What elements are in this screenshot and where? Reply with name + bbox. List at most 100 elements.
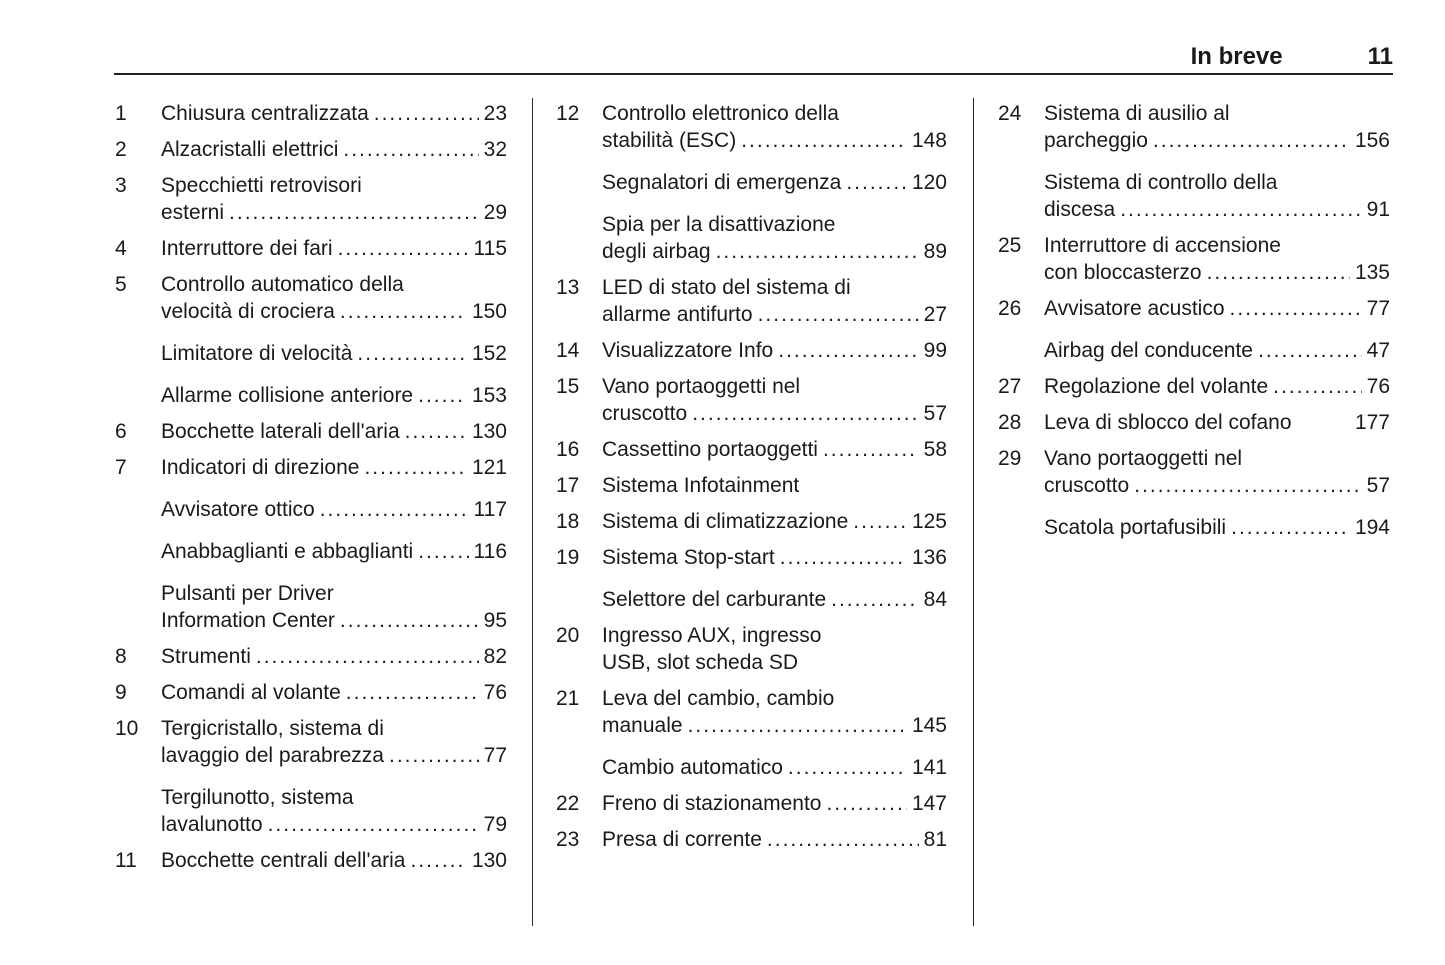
entry-body: Vano portaoggetti nel cruscotto..........…: [1044, 445, 1390, 499]
entry-number: [998, 514, 1044, 541]
entry-line-last: Scatola portafusibili...................…: [1044, 514, 1390, 541]
page-header: In breve 11: [114, 34, 1393, 70]
entry-page-ref: 58: [923, 438, 947, 461]
entry-body: Indicatori di direzione.................…: [161, 454, 507, 481]
entry-title-text: Chiusura centralizzata: [161, 102, 369, 125]
entry-number: 3: [115, 174, 127, 197]
entry-line-last: Strumenti...............................…: [161, 643, 507, 670]
header-rule: [114, 73, 1393, 75]
entry-page-ref: 89: [923, 240, 947, 263]
entry-page-ref: 120: [911, 171, 947, 194]
entry-line-last: Indicatori di direzione.................…: [161, 454, 507, 481]
toc-entry: Pulsanti per Driver Information Center...…: [115, 580, 507, 634]
entry-page-ref: 136: [911, 546, 947, 569]
toc-entry: 15 Vano portaoggetti nel cruscotto........…: [556, 373, 947, 427]
entry-page-ref: 194: [1354, 516, 1390, 539]
entry-title-text: stabilità (ESC): [602, 129, 737, 152]
dot-leader: ........................................…: [1152, 129, 1350, 152]
entry-line-last: parcheggio..............................…: [1044, 127, 1390, 154]
entry-line-last: Interruttore dei fari...................…: [161, 235, 507, 262]
entry-number: 7: [115, 456, 127, 479]
entry-body: Sistema Stop-start......................…: [602, 544, 947, 571]
entry-title-text: Avvisatore acustico: [1044, 297, 1225, 320]
entry-line-last: Allarme collisione anteriore............…: [161, 382, 507, 409]
entry-page-ref: 76: [1366, 375, 1390, 398]
entry-page-ref: 148: [911, 129, 947, 152]
entry-page-ref: 29: [483, 201, 507, 224]
toc-entry: Segnalatori di emergenza................…: [556, 169, 947, 196]
toc-entry: 12 Controllo elettronico della stabilità (…: [556, 100, 947, 154]
entry-title-text: parcheggio: [1044, 129, 1148, 152]
entry-body: LED di stato del sistema di allarme antif…: [602, 274, 947, 328]
entry-line-last: Avvisatore ottico.......................…: [161, 496, 507, 523]
entry-body: Chiusura centralizzata..................…: [161, 100, 507, 127]
entry-page-ref: 82: [483, 645, 507, 668]
entry-line-last: Alzacristalli elettrici.................…: [161, 136, 507, 163]
dot-leader: ........................................…: [357, 342, 467, 365]
dot-leader: ........................................…: [364, 456, 467, 479]
toc-entry: 7 Indicatori di direzione................…: [115, 454, 507, 481]
dot-leader: ........................................…: [255, 645, 479, 668]
toc-column-3: 24 Sistema di ausilio al parcheggio.......…: [998, 100, 1390, 541]
toc-column-1: 1 Chiusura centralizzata.................…: [115, 100, 507, 874]
column-divider-1: [532, 98, 533, 926]
entry-body: Cassettino portaoggetti.................…: [602, 436, 947, 463]
entry-line-last: Airbag del conducente...................…: [1044, 337, 1390, 364]
entry-body: Spia per la disattivazione degli airbag..…: [602, 211, 947, 265]
entry-line: Tergicristallo, sistema di: [161, 717, 384, 740]
entry-line: Controllo elettronico della: [602, 102, 839, 125]
entry-page-ref: 57: [1366, 474, 1390, 497]
entry-line-last: manuale.................................…: [602, 712, 947, 739]
entry-page-ref: 47: [1366, 339, 1390, 362]
entry-title-text: Segnalatori di emergenza: [602, 171, 842, 194]
entry-title-text: Information Center: [161, 609, 335, 632]
entry-page-ref: 130: [471, 420, 507, 443]
entry-body: Comandi al volante......................…: [161, 679, 507, 706]
entry-body: Bocchette laterali dell'aria............…: [161, 418, 507, 445]
dot-leader: ........................................…: [778, 339, 919, 362]
entry-line: Interruttore di accensione: [1044, 234, 1281, 257]
entry-title-text: Alzacristalli elettrici: [161, 138, 339, 161]
entry-line-last: velocità di crociera....................…: [161, 298, 507, 325]
entry-number: 13: [556, 276, 580, 299]
entry-title-text: Scatola portafusibili: [1044, 516, 1227, 539]
entry-line: Vano portaoggetti nel: [1044, 447, 1243, 470]
dot-leader: ........................................…: [692, 402, 919, 425]
entry-line: Specchietti retrovisori: [161, 174, 362, 197]
entry-line-last: cruscotto...............................…: [1044, 472, 1390, 499]
toc-entry: 10 Tergicristallo, sistema di lavaggio del…: [115, 715, 507, 769]
entry-title-text: cruscotto: [602, 402, 688, 425]
entry-title-text: discesa: [1044, 198, 1116, 221]
toc-entry: 20 Ingresso AUX, ingresso USB, slot scheda…: [556, 622, 947, 676]
entry-number: 5: [115, 273, 127, 296]
entry-number: [998, 169, 1044, 223]
entry-page-ref: 125: [911, 510, 947, 533]
dot-leader: ........................................…: [345, 681, 479, 704]
entry-page-ref: 177: [1354, 411, 1390, 434]
entry-title-text: Comandi al volante: [161, 681, 341, 704]
toc-entry: 23 Presa di corrente.....................…: [556, 826, 947, 853]
entry-page-ref: 95: [483, 609, 507, 632]
entry-line-last: Presa di corrente.......................…: [602, 826, 947, 853]
dot-leader: ........................................…: [741, 129, 907, 152]
entry-line-last: Bocchette centrali dell'aria............…: [161, 847, 507, 874]
entry-line-last: Limitatore di velocità..................…: [161, 340, 507, 367]
entry-line: Sistema di controllo della: [1044, 171, 1278, 194]
toc-entry: Sistema di controllo della discesa.......…: [998, 169, 1390, 223]
entry-number: 18: [556, 510, 580, 533]
entry-line: Pulsanti per Driver: [161, 582, 334, 605]
entry-number: 17: [556, 474, 580, 497]
entry-page-ref: 147: [911, 792, 947, 815]
entry-body: Interruttore dei fari...................…: [161, 235, 507, 262]
entry-number: 10: [115, 717, 139, 740]
entry-line-last: Leva di sblocco del cofano 177: [1044, 409, 1390, 436]
entry-line: Controllo automatico della: [161, 273, 404, 296]
toc-entry: 9 Comandi al volante.....................…: [115, 679, 507, 706]
entry-title-text: lavaggio del parabrezza: [161, 744, 384, 767]
entry-body: Avvisatore ottico.......................…: [161, 496, 507, 523]
entry-number: 4: [115, 237, 127, 260]
dot-leader: ........................................…: [853, 510, 907, 533]
entry-body: Bocchette centrali dell'aria............…: [161, 847, 507, 874]
entry-title-text: Avvisatore ottico: [161, 498, 315, 521]
dot-leader: ........................................…: [418, 540, 468, 563]
